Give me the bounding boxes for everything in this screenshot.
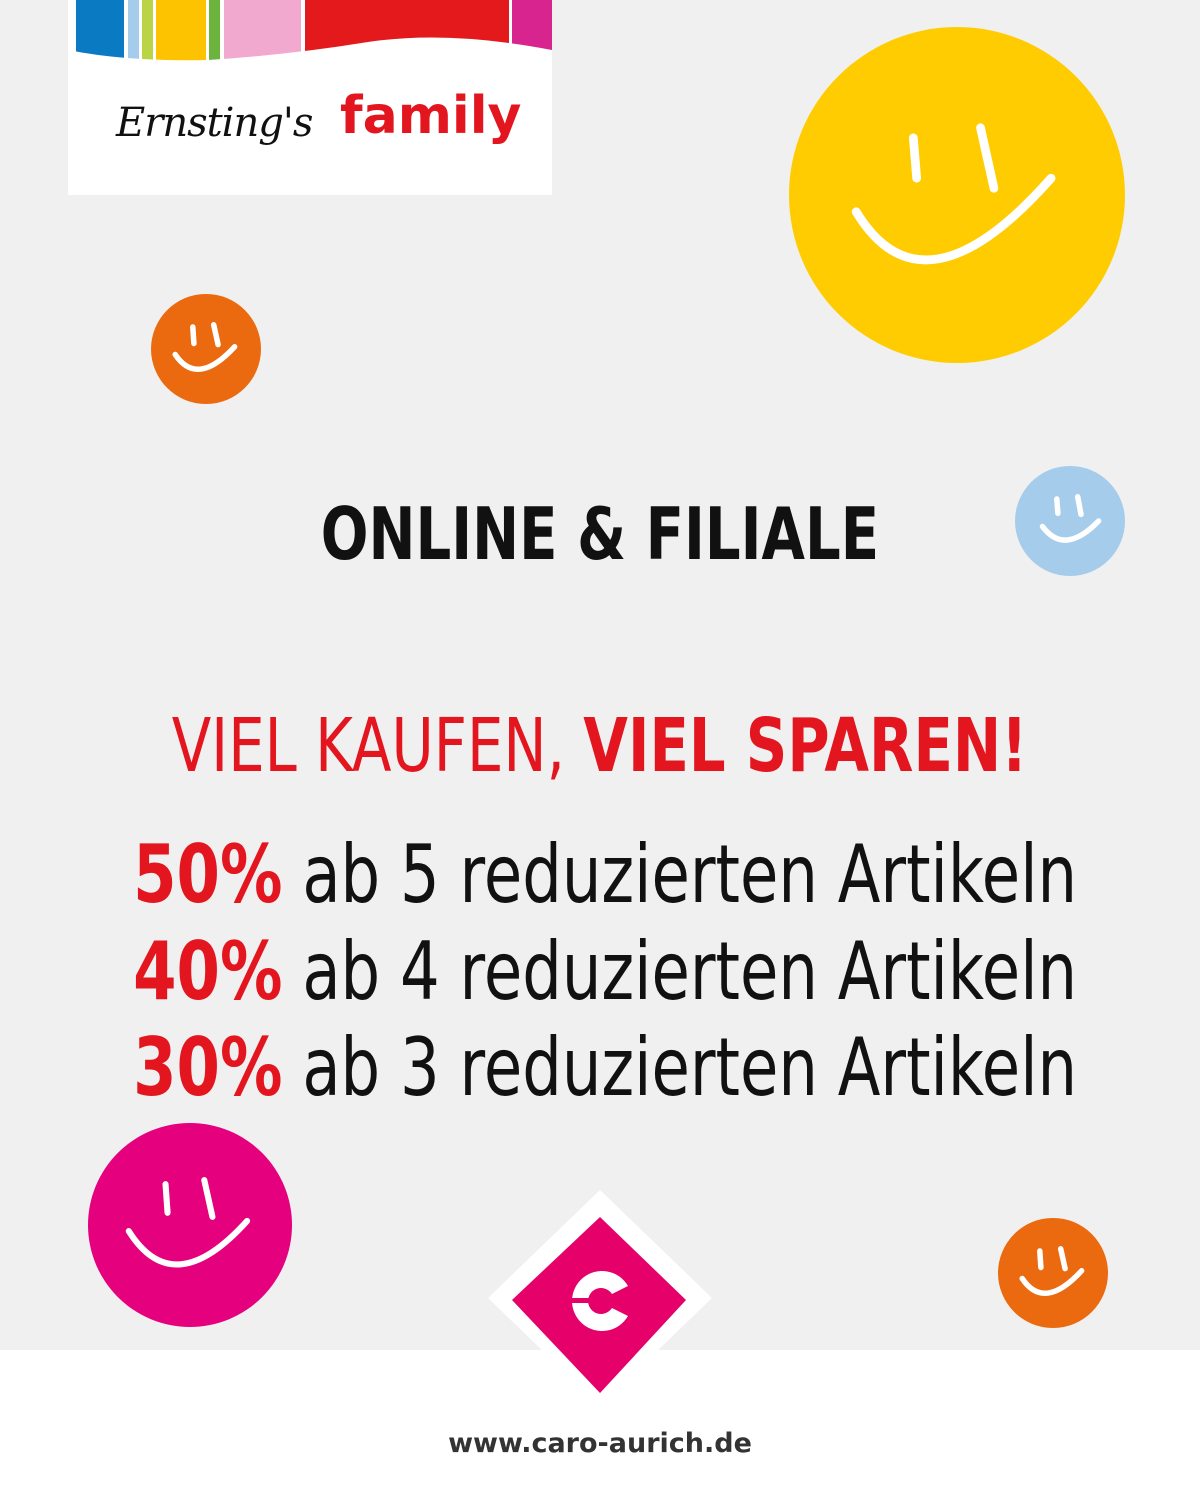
website-url[interactable]: www.caro-aurich.de <box>448 1428 752 1459</box>
offer-percent: 50% <box>133 828 283 921</box>
offer-text: ab 3 reduzierten Artikeln <box>302 1021 1078 1114</box>
offer-percent: 40% <box>133 925 283 1018</box>
logo-family-text: family <box>340 86 522 146</box>
headline: ONLINE & FILIALE <box>0 492 1200 576</box>
slogan-part1: VIEL KAUFEN, <box>172 703 566 789</box>
slogan-part2: VIEL SPAREN! <box>583 703 1028 789</box>
caro-c-logo-icon <box>488 1190 712 1406</box>
smiley-icon <box>1015 466 1125 576</box>
offer-line: 50% ab 5 reduzierten Artikeln <box>0 828 1200 921</box>
offer-line: 30% ab 3 reduzierten Artikeln <box>0 1021 1200 1114</box>
smiley-icon <box>998 1218 1108 1328</box>
smiley-icon <box>88 1123 292 1327</box>
ernstings-family-logo: Ernsting's family <box>68 0 552 195</box>
logo-script-text: Ernsting's <box>116 100 313 146</box>
smiley-icon <box>789 27 1125 363</box>
offer-percent: 30% <box>133 1021 283 1114</box>
offer-line: 40% ab 4 reduzierten Artikeln <box>0 925 1200 1018</box>
offer-text: ab 4 reduzierten Artikeln <box>302 925 1078 1018</box>
slogan: VIEL KAUFEN, VIEL SPAREN! <box>0 703 1200 789</box>
logo-stripes <box>76 0 552 61</box>
headline-text: ONLINE & FILIALE <box>320 492 880 576</box>
smiley-icon <box>151 294 261 404</box>
offer-text: ab 5 reduzierten Artikeln <box>302 828 1078 921</box>
